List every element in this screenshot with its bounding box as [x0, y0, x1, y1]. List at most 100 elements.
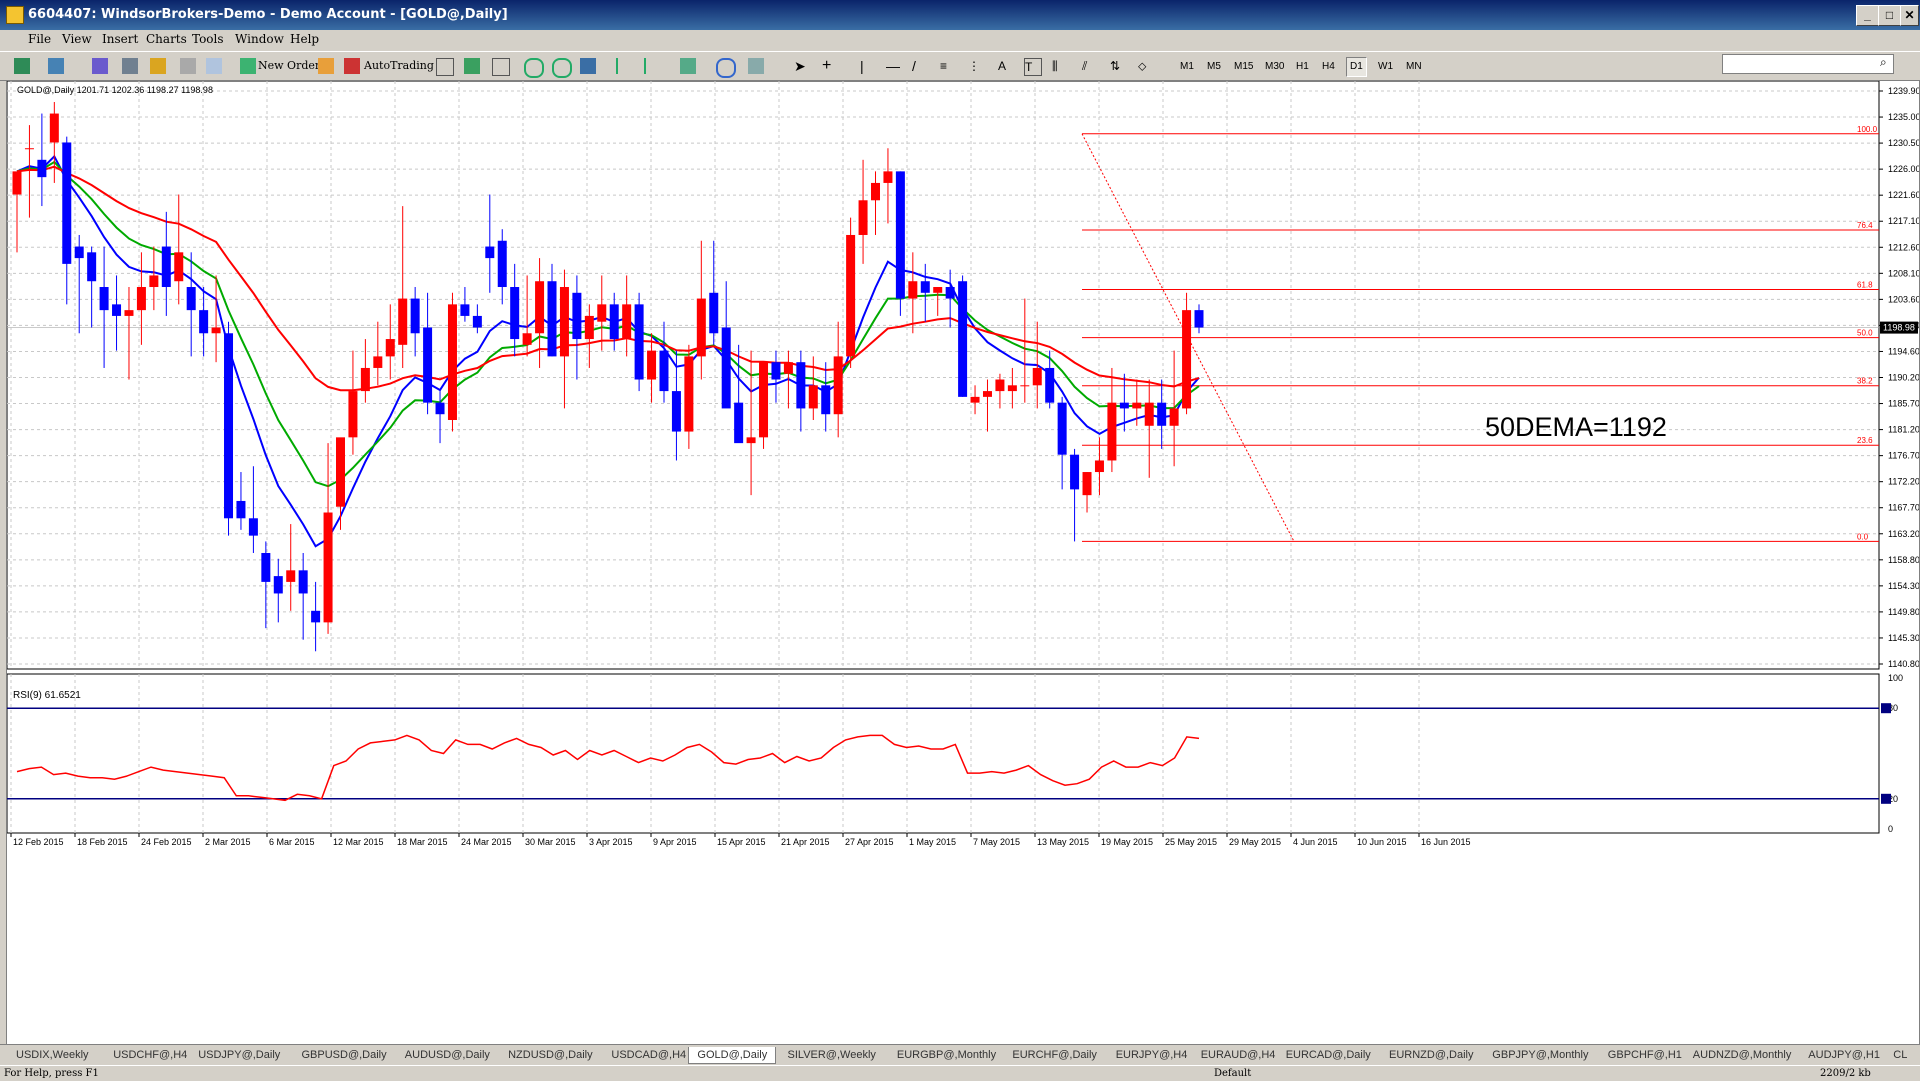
candle-body — [37, 159, 47, 178]
candle-body — [945, 287, 955, 299]
arrows-icon[interactable]: ⇅ — [1110, 59, 1121, 73]
maximize-button[interactable]: □ — [1878, 5, 1901, 26]
zoom-in-icon[interactable] — [524, 58, 544, 78]
chart-window[interactable]: 100.0 76.4 61.8 50.0 38.2 23.6 0.0 1239.90 1235… — [6, 80, 1920, 1047]
chart-tab[interactable]: EURGBP@,Monthly — [896, 1049, 997, 1061]
rsi-level-marker — [1881, 793, 1891, 804]
navigator-icon[interactable] — [122, 58, 138, 74]
chart-tab[interactable]: USDIX,Weekly — [16, 1049, 89, 1061]
chart-tab[interactable]: EURCAD@,Daily — [1285, 1049, 1371, 1061]
price-tick-label: 1190.20 — [1888, 373, 1919, 383]
timeframe-mn[interactable]: MN — [1406, 61, 1422, 72]
chart-shift-icon[interactable] — [616, 58, 634, 74]
chart-tab[interactable]: AUDJPY@,H1 — [1808, 1049, 1880, 1061]
menu-insert[interactable]: Insert — [102, 32, 139, 46]
trendline-icon[interactable]: / — [912, 58, 916, 74]
new-chart-icon[interactable] — [14, 58, 30, 74]
bar-chart-icon[interactable] — [436, 58, 454, 76]
chart-tab[interactable]: AUDUSD@,Daily — [404, 1049, 490, 1061]
text-label-icon[interactable]: T — [1024, 58, 1042, 76]
profiles-icon[interactable] — [48, 58, 64, 74]
crosshair-icon[interactable]: + — [822, 57, 832, 74]
fib-level-label: 50.0 — [1857, 329, 1873, 338]
vertical-line-icon[interactable]: | — [860, 58, 864, 74]
fib-level-label: 23.6 — [1857, 436, 1873, 445]
autotrading-icon[interactable] — [344, 58, 360, 74]
date-tick-label: 7 May 2015 — [973, 837, 1020, 847]
candle-body — [759, 362, 769, 438]
menu-window[interactable]: Window — [235, 32, 284, 46]
chart-tab[interactable]: GBPCHF@,H1 — [1607, 1049, 1682, 1061]
chart-tab[interactable]: SILVER@,Weekly — [787, 1049, 876, 1061]
rsi-pane-frame — [7, 673, 1880, 834]
close-button[interactable]: ✕ — [1900, 5, 1919, 26]
gann-icon[interactable]: ⫼ — [1052, 59, 1058, 73]
shapes-icon[interactable]: ⬦ — [1138, 59, 1147, 73]
chart-tab[interactable]: AUDNZD@,Monthly — [1692, 1049, 1792, 1061]
price-tick-label: 1167.70 — [1888, 503, 1919, 513]
terminal-icon[interactable] — [180, 58, 196, 74]
timeframe-m5[interactable]: M5 — [1207, 61, 1221, 72]
strategy-tester-icon[interactable] — [206, 58, 222, 74]
zoom-out-icon[interactable] — [552, 58, 572, 78]
chart-tab[interactable]: USDCHF@,H4 — [113, 1049, 188, 1061]
new-order-button[interactable]: New Order — [258, 59, 321, 72]
candle-body — [746, 437, 756, 444]
minimize-button[interactable]: _ — [1856, 5, 1879, 26]
indicators-icon[interactable] — [680, 58, 696, 74]
search-input[interactable] — [1722, 54, 1894, 74]
cursor-icon[interactable]: ➤ — [794, 58, 806, 74]
chart-tab[interactable]: USDJPY@,Daily — [198, 1049, 281, 1061]
chart-tab[interactable]: EURAUD@,H4 — [1200, 1049, 1276, 1061]
data-window-icon[interactable] — [150, 58, 166, 74]
candle-body — [958, 281, 968, 397]
timeframe-m15[interactable]: M15 — [1234, 61, 1254, 72]
menu-bar: File View Insert Charts Tools Window Hel… — [0, 30, 1920, 50]
market-watch-icon[interactable] — [92, 58, 108, 74]
window-title: 6604407: WindsorBrokers-Demo - Demo Acco… — [28, 7, 508, 22]
chart-tab[interactable]: NZDUSD@,Daily — [508, 1049, 593, 1061]
timeframe-m30[interactable]: M30 — [1265, 61, 1285, 72]
candlestick-icon[interactable] — [464, 58, 480, 74]
candle-body — [99, 287, 109, 311]
horizontal-line-icon[interactable]: — — [886, 58, 900, 74]
candle-body — [572, 292, 582, 340]
price-tick-label: 1181.20 — [1888, 425, 1919, 435]
price-chart[interactable]: 100.0 76.4 61.8 50.0 38.2 23.6 0.0 1239.90 1235… — [7, 81, 1919, 1046]
chart-tab[interactable]: EURNZD@,Daily — [1389, 1049, 1474, 1061]
fib-fan-icon[interactable]: ⫽ — [1082, 59, 1088, 73]
channel-icon[interactable]: ≡ — [940, 59, 948, 73]
candle-body — [423, 327, 433, 403]
timeframe-h1[interactable]: H1 — [1296, 61, 1309, 72]
timeframe-d1[interactable]: D1 — [1346, 57, 1367, 77]
menu-file[interactable]: File — [28, 32, 52, 46]
timeframe-m1[interactable]: M1 — [1180, 61, 1194, 72]
menu-help[interactable]: Help — [290, 32, 320, 46]
price-tick-label: 1226.00 — [1888, 164, 1919, 174]
chart-tab[interactable]: EURCHF@,Daily — [1012, 1049, 1097, 1061]
chart-tab[interactable]: GBPUSD@,Daily — [301, 1049, 387, 1061]
app-logo-icon — [6, 6, 24, 24]
tile-windows-icon[interactable] — [580, 58, 596, 74]
menu-charts[interactable]: Charts — [146, 32, 187, 46]
chart-tab[interactable]: USDCAD@,H4 — [611, 1049, 687, 1061]
timeframe-h4[interactable]: H4 — [1322, 61, 1335, 72]
menu-view[interactable]: View — [62, 32, 92, 46]
templates-icon[interactable] — [748, 58, 764, 74]
chart-tab[interactable]: CL — [1893, 1049, 1908, 1061]
search-icon[interactable]: ⌕ — [1880, 55, 1887, 69]
fibonacci-icon[interactable]: ⋮ — [968, 59, 980, 73]
new-order-icon[interactable] — [240, 58, 256, 74]
chart-tab[interactable]: GBPJPY@,Monthly — [1492, 1049, 1589, 1061]
autoscroll-icon[interactable] — [644, 58, 662, 74]
chart-tab[interactable]: EURJPY@,H4 — [1115, 1049, 1188, 1061]
line-chart-icon[interactable] — [492, 58, 510, 76]
timeframe-w1[interactable]: W1 — [1378, 61, 1393, 72]
text-icon[interactable]: A — [998, 59, 1007, 73]
menu-tools[interactable]: Tools — [192, 32, 224, 46]
metaeditor-icon[interactable] — [318, 58, 334, 74]
autotrading-button[interactable]: AutoTrading — [364, 59, 434, 72]
chart-tab[interactable]: GOLD@,Daily — [688, 1047, 777, 1064]
periods-icon[interactable] — [716, 58, 736, 78]
price-tick-label: 1158.80 — [1888, 555, 1919, 565]
